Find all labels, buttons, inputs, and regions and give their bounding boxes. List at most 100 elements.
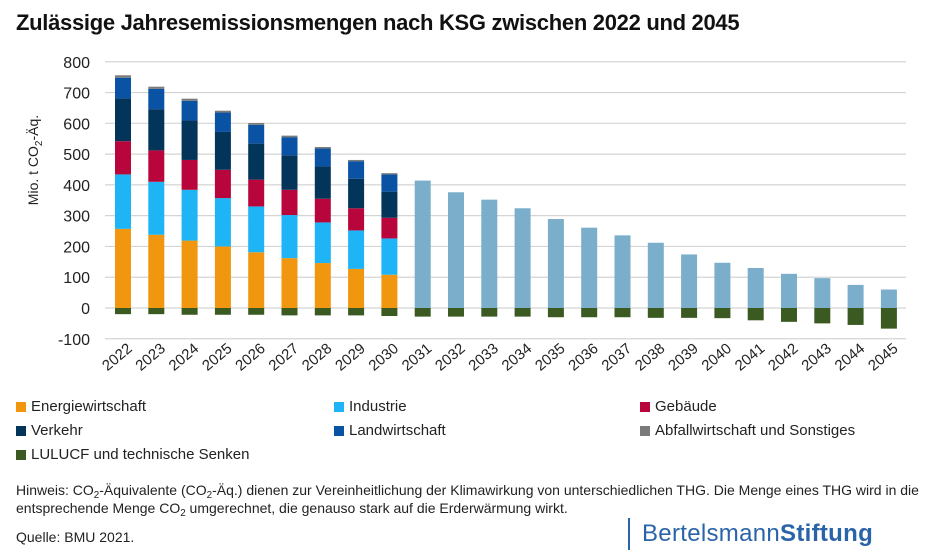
bar-segment-lulucf-und-technische-senken-2045	[880, 308, 897, 329]
bar-segment-lulucf-und-technische-senken-2027	[281, 308, 298, 316]
bar-segment-gesamt-2031-2045--2038	[647, 242, 664, 308]
bar-segment-lulucf-und-technische-senken-2034	[514, 308, 531, 317]
x-tick-label: 2045	[865, 340, 901, 374]
logo-text-regular: Bertelsmann	[642, 520, 781, 547]
legend-item-landwirtschaft: Landwirtschaft	[334, 422, 446, 439]
bar-segment-abfallwirtschaft-und-sonstiges-2022	[115, 75, 131, 78]
bar-segment-gesamt-2031-2045--2037	[614, 235, 631, 308]
bar-segment-abfallwirtschaft-und-sonstiges-2028	[314, 147, 331, 149]
legend-item-lulucf: LULUCF und technische Senken	[16, 446, 249, 463]
bar-segment-lulucf-und-technische-senken-2028	[314, 308, 331, 316]
bar-segment-industrie-2024	[181, 189, 198, 241]
bar-segment-gesamt-2031-2045--2031	[414, 180, 431, 308]
y-tick-label: 300	[63, 209, 90, 226]
x-tick-label: 2023	[132, 340, 168, 374]
bar-segment-energiewirtschaft-2030	[381, 274, 398, 308]
bar-segment-lulucf-und-technische-senken-2030	[381, 308, 398, 317]
bar-segment-geb-ude-2030	[381, 217, 398, 239]
legend-swatch	[16, 401, 26, 412]
y-tick-label: 800	[63, 55, 90, 72]
bar-segment-energiewirtschaft-2023	[148, 234, 165, 308]
x-tick-label: 2024	[166, 340, 202, 374]
bar-segment-geb-ude-2026	[248, 179, 265, 207]
bar-segment-gesamt-2031-2045--2040	[714, 262, 731, 308]
bar-segment-landwirtschaft-2025	[214, 112, 231, 132]
bar-segment-gesamt-2031-2045--2032	[448, 192, 464, 308]
legend-item-gebaeude: Gebäude	[640, 398, 717, 415]
legend-swatch	[16, 449, 26, 460]
y-axis-ticks: -100 0 100 200 300 400 500 600 700 800	[58, 55, 90, 349]
bar-segment-abfallwirtschaft-und-sonstiges-2025	[214, 110, 231, 113]
legend-swatch	[640, 425, 650, 436]
bar-segment-lulucf-und-technische-senken-2039	[681, 308, 698, 318]
legend-swatch	[640, 401, 650, 412]
bar-segment-lulucf-und-technische-senken-2038	[647, 308, 664, 318]
bar-segment-landwirtschaft-2029	[348, 161, 365, 179]
chart-title: Zulässige Jahresemissionsmengen nach KSG…	[16, 10, 740, 35]
bar-segment-lulucf-und-technische-senken-2035	[547, 308, 564, 318]
bar-segment-lulucf-und-technische-senken-2040	[714, 308, 731, 319]
bar-segment-verkehr-2024	[181, 120, 198, 160]
bar-segment-gesamt-2031-2045--2045	[880, 289, 897, 308]
x-tick-label: 2035	[532, 340, 568, 374]
x-tick-label: 2029	[332, 340, 368, 374]
bar-segment-energiewirtschaft-2024	[181, 240, 198, 308]
bar-segment-lulucf-und-technische-senken-2032	[448, 308, 464, 317]
bar-segment-gesamt-2031-2045--2044	[847, 284, 864, 308]
bar-segment-landwirtschaft-2030	[381, 174, 398, 192]
bar-segment-gesamt-2031-2045--2036	[581, 227, 598, 308]
bar-segment-industrie-2023	[148, 181, 165, 235]
legend-item-verkehr: Verkehr	[16, 422, 83, 439]
bar-segment-energiewirtschaft-2022	[115, 228, 131, 308]
bar-segment-energiewirtschaft-2028	[314, 263, 331, 308]
y-tick-label: -100	[58, 332, 90, 349]
bar-segment-verkehr-2027	[281, 155, 298, 190]
x-tick-label: 2022	[99, 340, 135, 374]
bar-segment-abfallwirtschaft-und-sonstiges-2026	[248, 123, 265, 125]
bar-segment-gesamt-2031-2045--2034	[514, 208, 531, 308]
bar-segment-geb-ude-2022	[115, 141, 131, 175]
bar-segment-lulucf-und-technische-senken-2043	[814, 308, 831, 324]
bar-segment-lulucf-und-technische-senken-2033	[481, 308, 498, 317]
bar-segment-gesamt-2031-2045--2042	[781, 273, 797, 308]
bar-segment-verkehr-2023	[148, 109, 165, 151]
gridlines	[105, 61, 906, 340]
bar-segment-gesamt-2031-2045--2039	[681, 254, 698, 308]
bar-segment-industrie-2028	[314, 222, 331, 264]
bertelsmann-stiftung-logo: BertelsmannStiftung	[628, 518, 873, 550]
bar-segment-landwirtschaft-2027	[281, 137, 298, 156]
bar-segment-abfallwirtschaft-und-sonstiges-2027	[281, 135, 298, 138]
bar-segment-landwirtschaft-2024	[181, 100, 198, 121]
y-tick-label: 200	[63, 239, 90, 256]
y-tick-label: 400	[63, 178, 90, 195]
y-tick-label: 700	[63, 86, 90, 103]
bar-segment-industrie-2025	[214, 198, 231, 247]
bar-segment-lulucf-und-technische-senken-2042	[781, 308, 797, 322]
y-axis-label: Mio. t CO2-Äq.	[25, 115, 45, 205]
x-tick-label: 2041	[732, 340, 768, 374]
bar-segment-verkehr-2028	[314, 166, 331, 199]
bar-segment-verkehr-2022	[115, 98, 131, 142]
bar-segment-industrie-2030	[381, 238, 398, 275]
bar-segment-lulucf-und-technische-senken-2025	[214, 308, 231, 315]
legend-item-industrie: Industrie	[334, 398, 407, 415]
bar-segment-gesamt-2031-2045--2041	[747, 267, 764, 308]
y-tick-label: 100	[63, 270, 90, 287]
bar-segment-geb-ude-2023	[148, 150, 165, 182]
bar-segment-geb-ude-2027	[281, 189, 298, 216]
x-tick-label: 2040	[698, 340, 734, 374]
bar-segment-landwirtschaft-2022	[115, 77, 131, 99]
bar-segment-energiewirtschaft-2027	[281, 258, 298, 308]
bar-segment-lulucf-und-technische-senken-2041	[747, 308, 764, 321]
bar-segment-landwirtschaft-2023	[148, 88, 165, 110]
bars	[115, 75, 897, 329]
x-tick-label: 2042	[765, 340, 801, 374]
bar-segment-energiewirtschaft-2029	[348, 268, 365, 308]
bar-segment-gesamt-2031-2045--2043	[814, 278, 831, 308]
bar-segment-lulucf-und-technische-senken-2022	[115, 308, 131, 315]
legend-swatch	[334, 401, 344, 412]
bar-segment-geb-ude-2028	[314, 198, 331, 223]
bar-segment-abfallwirtschaft-und-sonstiges-2030	[381, 173, 398, 175]
bar-segment-gesamt-2031-2045--2035	[547, 219, 564, 308]
footnote: Hinweis: CO2-Äquivalente (CO2-Äq.) diene…	[16, 482, 919, 519]
